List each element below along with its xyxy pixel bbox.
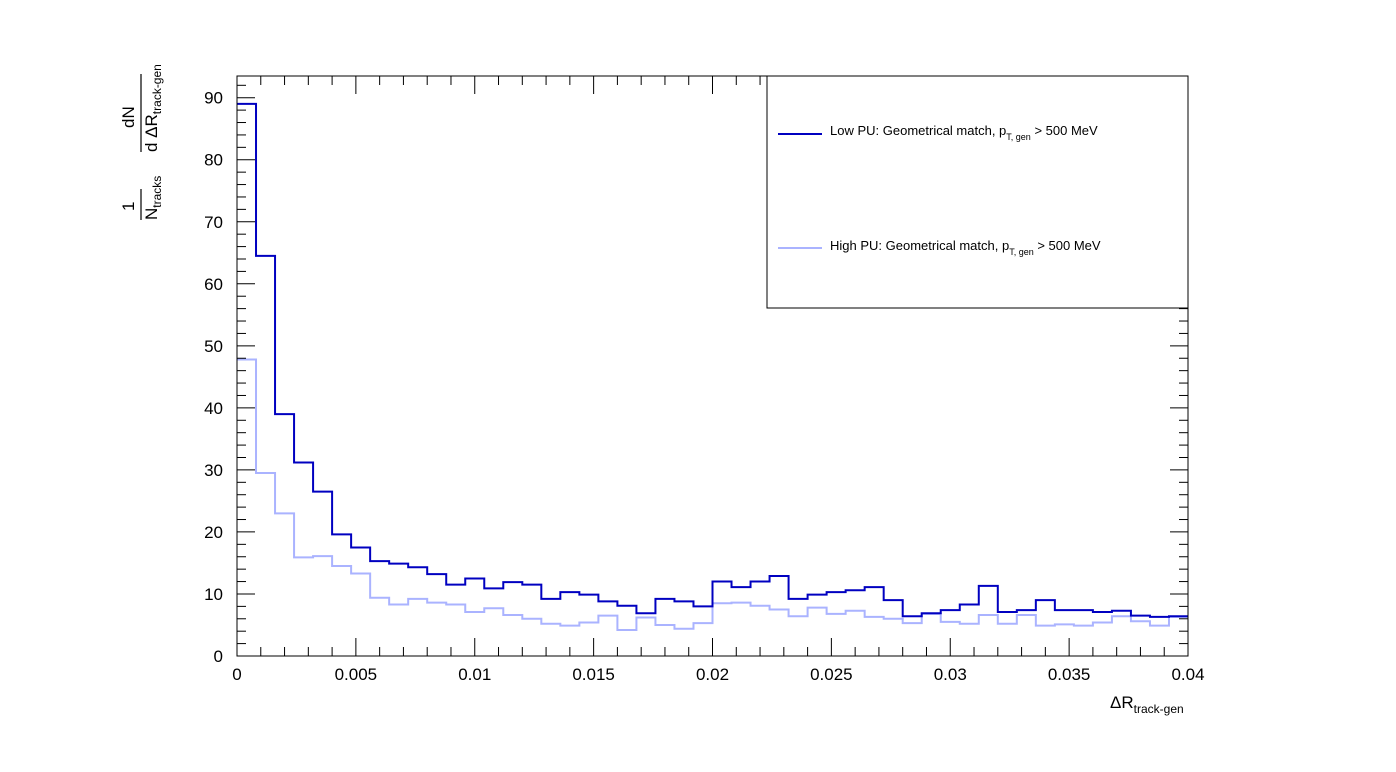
- series-layer: [237, 102, 1188, 631]
- y-axis-title: 1 Ntracks dN d ΔRtrack-gen: [119, 64, 164, 220]
- legend-box: [766, 75, 1189, 309]
- y-tick-label: 20: [204, 523, 223, 542]
- x-tick-label: 0.015: [572, 665, 615, 684]
- legend-subscript: T, gen: [1006, 132, 1031, 142]
- series-high-pu-line: [237, 358, 1188, 631]
- y-title-denominator-left: Ntracks: [142, 176, 164, 220]
- y-tick-label: 40: [204, 399, 223, 418]
- y-tick-label: 80: [204, 151, 223, 170]
- x-tick-label: 0.01: [458, 665, 491, 684]
- y-tick-label: 70: [204, 213, 223, 232]
- legend: Low PU: Geometrical match, pT, gen > 500…: [766, 75, 1189, 309]
- y-tick-label: 30: [204, 461, 223, 480]
- x-tick-label: 0.005: [335, 665, 378, 684]
- x-tick-label: 0.02: [696, 665, 729, 684]
- legend-entry-low-pu: Low PU: Geometrical match, pT, gen > 500…: [830, 123, 1098, 142]
- x-tick-label: 0.04: [1171, 665, 1204, 684]
- y-tick-label: 10: [204, 585, 223, 604]
- x-tick-label: 0.035: [1048, 665, 1091, 684]
- y-title-numerator-left: 1: [119, 202, 138, 211]
- series-low-pu-line: [237, 102, 1188, 618]
- legend-entry-high-pu: High PU: Geometrical match, pT, gen > 50…: [830, 238, 1101, 257]
- legend-subscript: T, gen: [1009, 247, 1034, 257]
- y-tick-label: 60: [204, 275, 223, 294]
- x-tick-label: 0.03: [934, 665, 967, 684]
- y-title-denominator-right: d ΔRtrack-gen: [142, 64, 164, 152]
- y-tick-label: 50: [204, 337, 223, 356]
- x-tick-label: 0: [232, 665, 241, 684]
- y-tick-label: 90: [204, 89, 223, 108]
- x-axis-title: ΔRtrack-gen: [1110, 693, 1184, 716]
- x-tick-label: 0.025: [810, 665, 853, 684]
- y-title-numerator-right: dN: [119, 106, 138, 128]
- y-tick-label: 0: [214, 647, 223, 666]
- y-axis: 0 10 20 30 40 50 60 70 80 90: [204, 84, 1188, 666]
